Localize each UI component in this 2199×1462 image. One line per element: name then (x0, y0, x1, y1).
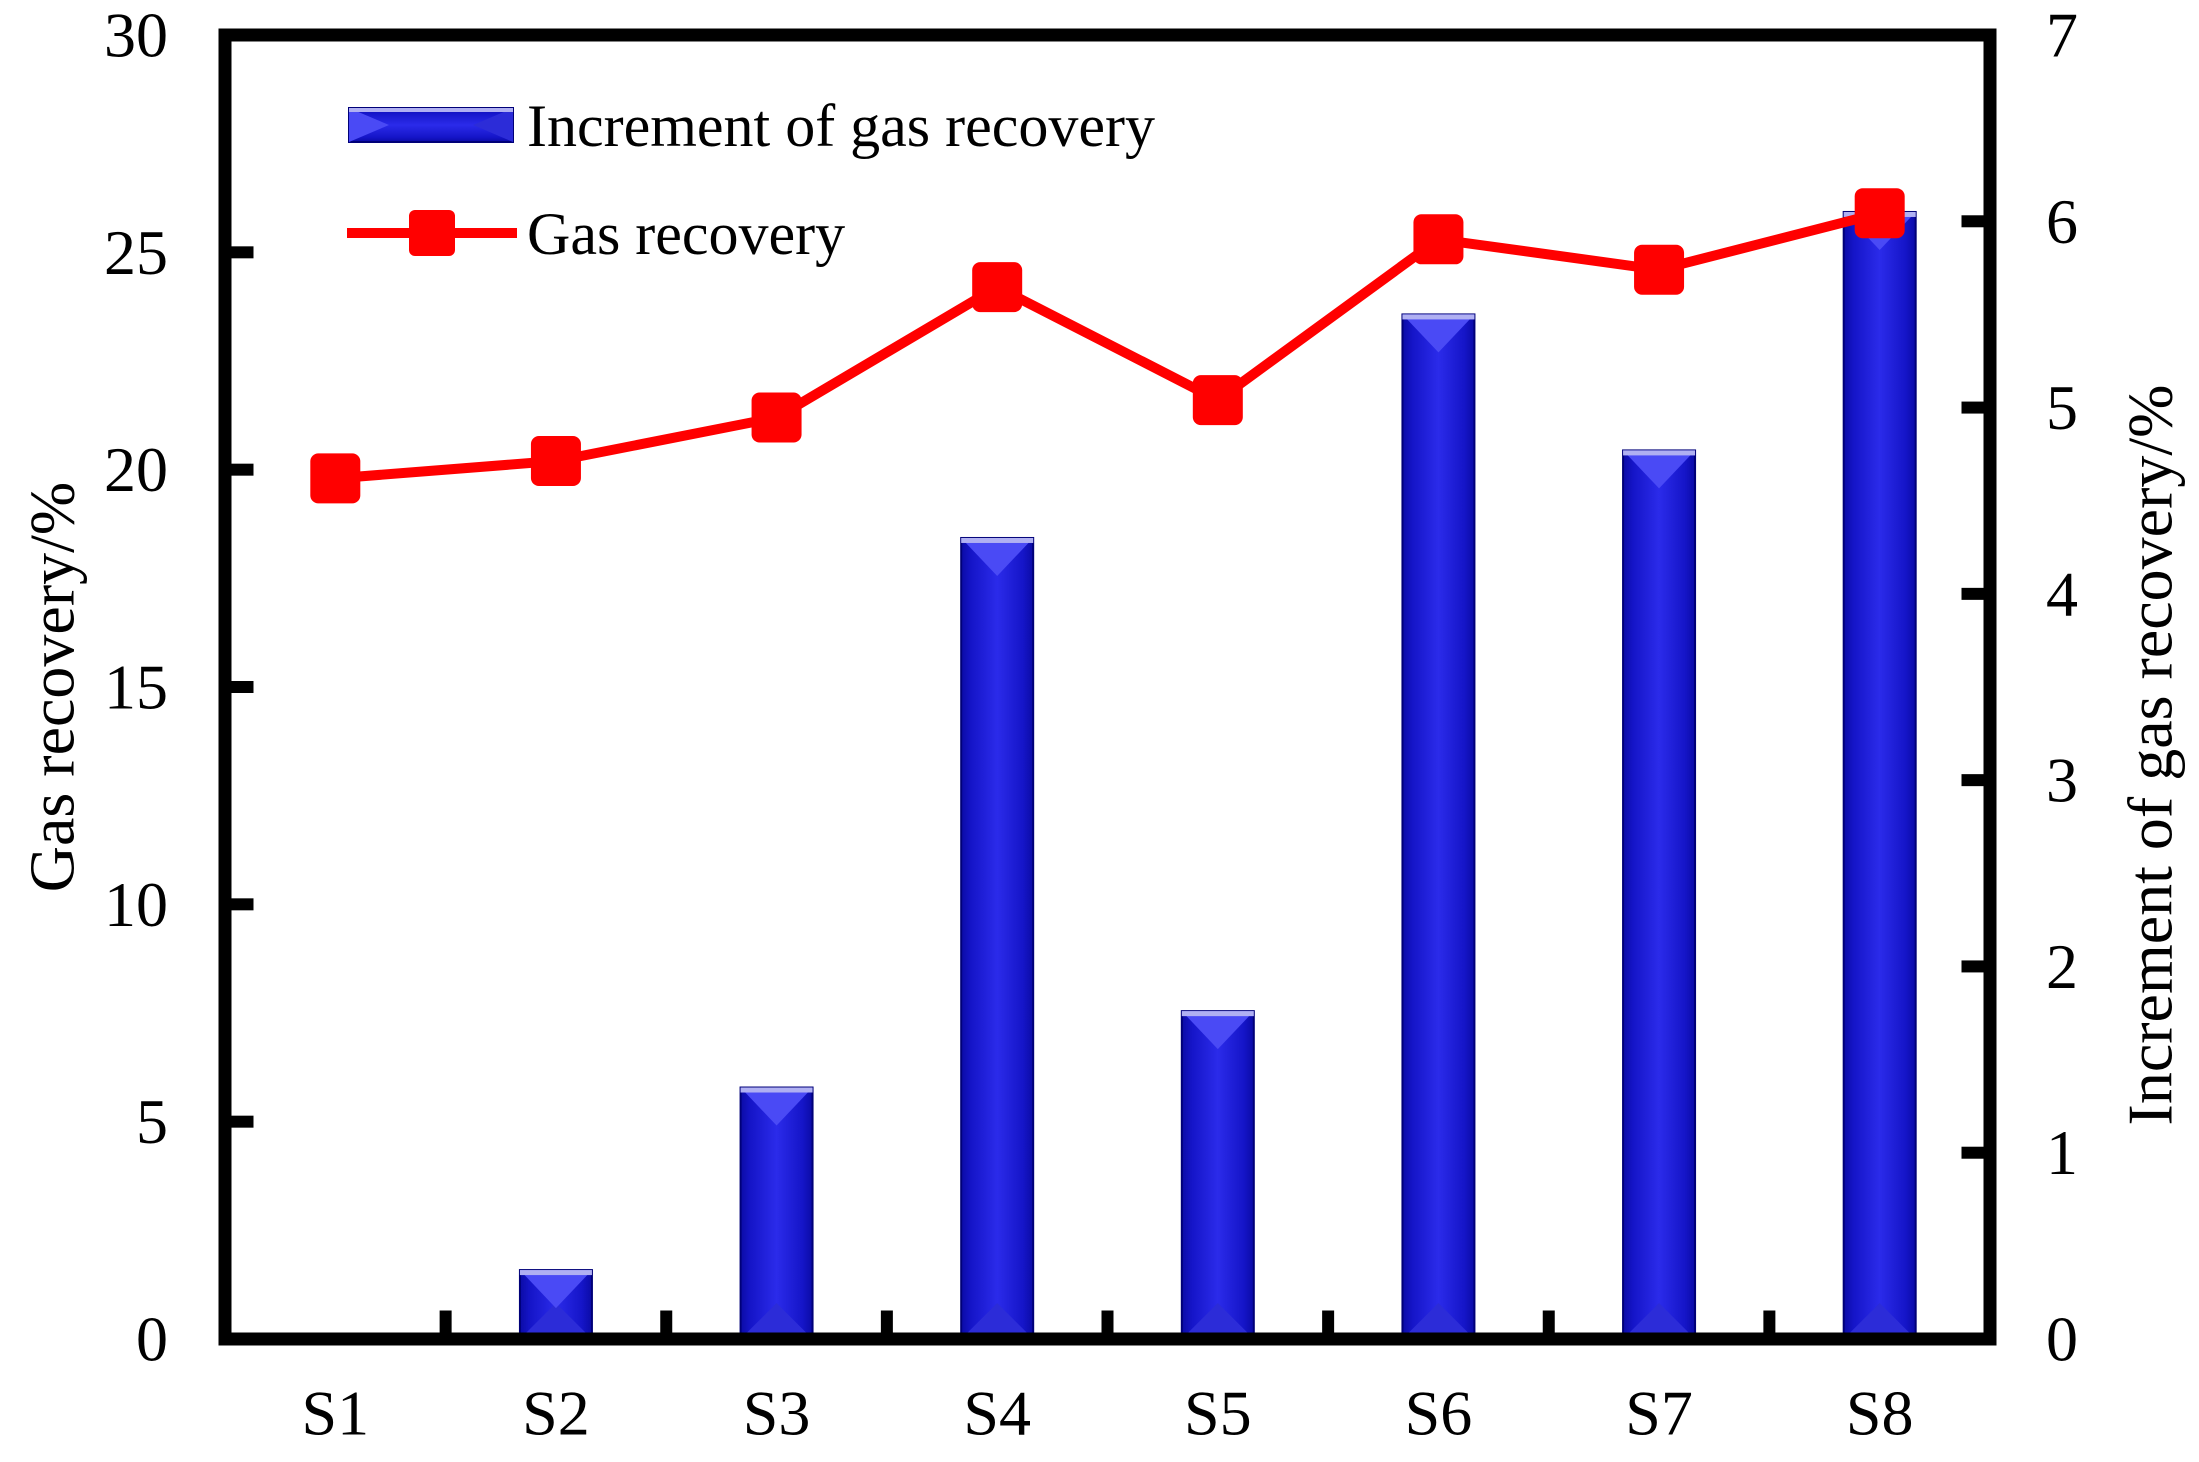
legend-bar-swatch-cap (349, 108, 513, 112)
bar-top-cap (519, 1270, 592, 1276)
x-category-label-S6: S6 (1405, 1378, 1473, 1449)
legend-group: Increment of gas recovery Gas recovery (347, 93, 1155, 267)
line-marker-S4 (972, 262, 1023, 313)
line-marker-S7 (1634, 244, 1685, 295)
line-marker-S6 (1413, 214, 1464, 265)
x-axis-tick (1101, 1310, 1114, 1333)
axis-labels-group: 0 5 10 15 20 25 30 0 1 2 3 4 5 6 7 S1 S2 S3 S4 S5 S6 S7 S8 Gas … (17, 0, 2186, 1449)
x-axis-tick (1542, 1310, 1555, 1333)
right-axis-tick (1961, 774, 1984, 787)
legend-bar-swatch (348, 107, 514, 143)
right-tick-label-7: 7 (2046, 0, 2078, 71)
bar-bottom-bevel (1623, 1303, 1696, 1339)
left-tick-label-25: 25 (104, 217, 168, 288)
legend-bar-swatch-right-bevel (473, 108, 513, 142)
bar-S3 (739, 1086, 814, 1340)
bar-bottom-bevel (1402, 1303, 1475, 1339)
right-tick-label-1: 1 (2046, 1117, 2078, 1188)
bar-bottom-bevel (519, 1303, 592, 1339)
bar-S7 (1622, 449, 1697, 1341)
right-axis-tick (1961, 1146, 1984, 1159)
bar-top-bevel (1402, 314, 1475, 353)
x-category-label-S5: S5 (1184, 1378, 1252, 1449)
bar-S8 (1842, 210, 1917, 1340)
gas-recovery-line (334, 208, 1881, 484)
right-tick-label-3: 3 (2046, 745, 2078, 816)
bar-bottom-bevel (1181, 1303, 1254, 1339)
left-axis-title: Gas recovery/% (17, 482, 88, 892)
bar-bottom-bevel (961, 1303, 1034, 1339)
bar-top-cap (1402, 314, 1475, 320)
bar-body (1842, 210, 1917, 1340)
legend-label-gas-recovery: Gas recovery (527, 201, 845, 267)
x-axis-tick (1763, 1310, 1776, 1333)
right-axis-tick (1961, 401, 1984, 414)
left-tick-label-10: 10 (104, 869, 168, 940)
left-tick-label-5: 5 (136, 1086, 168, 1157)
bar-S6 (1401, 313, 1476, 1340)
line-marker-S2 (530, 435, 581, 486)
right-tick-label-5: 5 (2046, 372, 2078, 443)
bar-top-cap (1623, 450, 1696, 456)
x-category-label-S1: S1 (302, 1378, 370, 1449)
bar-top-cap (961, 537, 1034, 543)
bar-S4 (960, 536, 1035, 1340)
right-axis-tick (1961, 587, 1984, 600)
right-tick-label-0: 0 (2046, 1304, 2078, 1375)
left-axis-tick (231, 246, 254, 259)
bar-series-group (518, 210, 1917, 1341)
bar-body (1401, 313, 1476, 1340)
right-axis-tick (1961, 960, 1984, 973)
right-axis-tick (1961, 215, 1984, 228)
bar-body (960, 536, 1035, 1340)
legend-marker-swatch (409, 210, 455, 256)
bar-top-bevel (1181, 1011, 1254, 1050)
bar-top-cap (1181, 1011, 1254, 1017)
right-tick-label-4: 4 (2046, 558, 2078, 629)
line-marker-S8 (1854, 188, 1905, 239)
x-category-label-S8: S8 (1846, 1378, 1914, 1449)
bar-S5 (1180, 1010, 1255, 1340)
bar-bottom-bevel (740, 1303, 813, 1339)
bar-top-bevel (961, 537, 1034, 576)
axes-frame-group (218, 28, 1997, 1346)
left-tick-label-20: 20 (104, 434, 168, 505)
left-axis-tick (231, 898, 254, 911)
x-category-label-S2: S2 (522, 1378, 590, 1449)
left-axis-tick (231, 1115, 254, 1128)
right-tick-label-6: 6 (2046, 186, 2078, 257)
bar-top-bevel (740, 1087, 813, 1126)
right-tick-label-2: 2 (2046, 931, 2078, 1002)
line-marker-S1 (310, 453, 361, 504)
legend-label-increment: Increment of gas recovery (527, 93, 1155, 159)
bar-top-bevel (1623, 450, 1696, 489)
x-axis-tick (1322, 1310, 1335, 1333)
x-category-label-S3: S3 (743, 1378, 811, 1449)
plot-frame (218, 28, 1997, 1346)
x-axis-tick (439, 1310, 452, 1333)
legend-bar-swatch-left-bevel (349, 108, 389, 142)
x-category-label-S4: S4 (963, 1378, 1031, 1449)
x-axis-tick (880, 1310, 893, 1333)
left-tick-label-15: 15 (104, 652, 168, 723)
left-tick-label-0: 0 (136, 1304, 168, 1375)
bar-top-cap (740, 1087, 813, 1093)
bar-body (1180, 1010, 1255, 1340)
left-tick-label-30: 30 (104, 0, 168, 71)
line-marker-S3 (751, 392, 802, 443)
line-series-group (310, 188, 1905, 504)
line-marker-S5 (1192, 375, 1243, 426)
bar-bottom-bevel (1843, 1303, 1916, 1339)
bar-top-bevel (519, 1270, 592, 1309)
left-axis-tick (231, 463, 254, 476)
right-axis-title: Increment of gas recovery/% (2115, 385, 2186, 1126)
x-category-label-S7: S7 (1625, 1378, 1693, 1449)
bar-body (739, 1086, 814, 1340)
bar-body (1622, 449, 1697, 1341)
x-axis-tick (660, 1310, 673, 1333)
bar-S2 (518, 1269, 593, 1341)
left-axis-tick (231, 681, 254, 693)
